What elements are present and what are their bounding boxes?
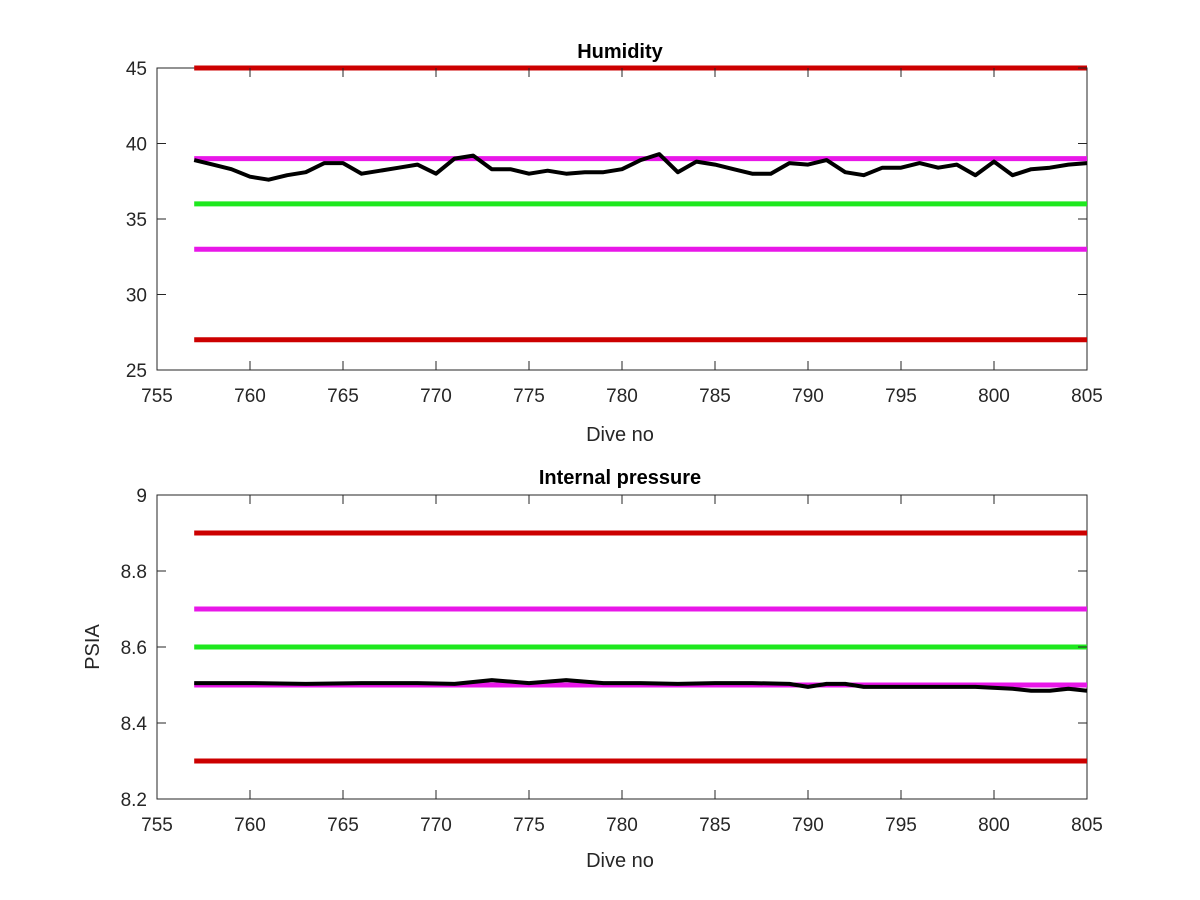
internal-pressure-x-tick-label: 770: [420, 815, 452, 836]
humidity-x-tick-label: 780: [606, 386, 638, 407]
internal-pressure-x-tick-label: 760: [234, 815, 266, 836]
internal-pressure-y-tick-label: 8.2: [121, 790, 147, 811]
humidity-x-tick-label: 765: [327, 386, 359, 407]
internal-pressure-y-tick-label: 9: [136, 486, 147, 507]
humidity-x-tick-label: 790: [792, 386, 824, 407]
humidity-x-axis-ticks: 755 760 765 770 775 780 785 790 795 800 805: [141, 68, 1103, 407]
humidity-x-tick-label: 755: [141, 386, 173, 407]
humidity-plot-area: [156, 67, 1088, 371]
humidity-y-axis-ticks: 25 30 35 40 45: [126, 59, 1087, 382]
internal-pressure-y-tick-label: 8.6: [121, 638, 147, 659]
humidity-x-tick-label: 800: [978, 386, 1010, 407]
humidity-y-tick-label: 25: [126, 361, 147, 382]
internal-pressure-x-tick-label: 755: [141, 815, 173, 836]
internal-pressure-x-tick-label: 795: [885, 815, 917, 836]
internal-pressure-x-axis-label: Dive no: [586, 850, 654, 872]
internal-pressure-x-tick-label: 775: [513, 815, 545, 836]
internal-pressure-chart-panel: 755 760 765 770 775 780 785 790 795 800 805 8.2 8.4…: [82, 467, 1103, 872]
humidity-y-tick-label: 35: [126, 210, 147, 231]
humidity-y-tick-label: 45: [126, 59, 147, 80]
internal-pressure-series: [194, 678, 1088, 693]
humidity-series: [193, 152, 1088, 182]
internal-pressure-y-tick-label: 8.8: [121, 562, 147, 583]
humidity-y-tick-label: 40: [126, 135, 147, 156]
internal-pressure-x-tick-label: 790: [792, 815, 824, 836]
humidity-x-tick-label: 775: [513, 386, 545, 407]
humidity-x-tick-label: 760: [234, 386, 266, 407]
internal-pressure-x-tick-label: 805: [1071, 815, 1103, 836]
internal-pressure-x-tick-label: 785: [699, 815, 731, 836]
humidity-x-axis-label: Dive no: [586, 424, 654, 446]
humidity-y-tick-label: 30: [126, 286, 147, 307]
internal-pressure-y-axis-ticks: 8.2 8.4 8.6 8.8 9: [121, 486, 1087, 811]
internal-pressure-x-tick-label: 800: [978, 815, 1010, 836]
internal-pressure-data-line-0: [194, 678, 1088, 693]
internal-pressure-x-tick-label: 780: [606, 815, 638, 836]
humidity-x-tick-label: 795: [885, 386, 917, 407]
internal-pressure-chart-title: Internal pressure: [539, 467, 701, 489]
internal-pressure-y-tick-label: 8.4: [121, 714, 148, 735]
internal-pressure-x-axis-ticks: 755 760 765 770 775 780 785 790 795 800 805: [141, 495, 1103, 836]
humidity-data-line-0: [193, 152, 1088, 182]
internal-pressure-y-axis-label: PSIA: [82, 624, 104, 670]
internal-pressure-x-tick-label: 765: [327, 815, 359, 836]
humidity-x-tick-label: 770: [420, 386, 452, 407]
humidity-chart-title: Humidity: [577, 41, 663, 63]
humidity-x-tick-label: 785: [699, 386, 731, 407]
humidity-x-tick-label: 805: [1071, 386, 1103, 407]
humidity-chart-panel: 755 760 765 770 775 780 785 790 795 800 805 25 30 35…: [126, 41, 1103, 446]
